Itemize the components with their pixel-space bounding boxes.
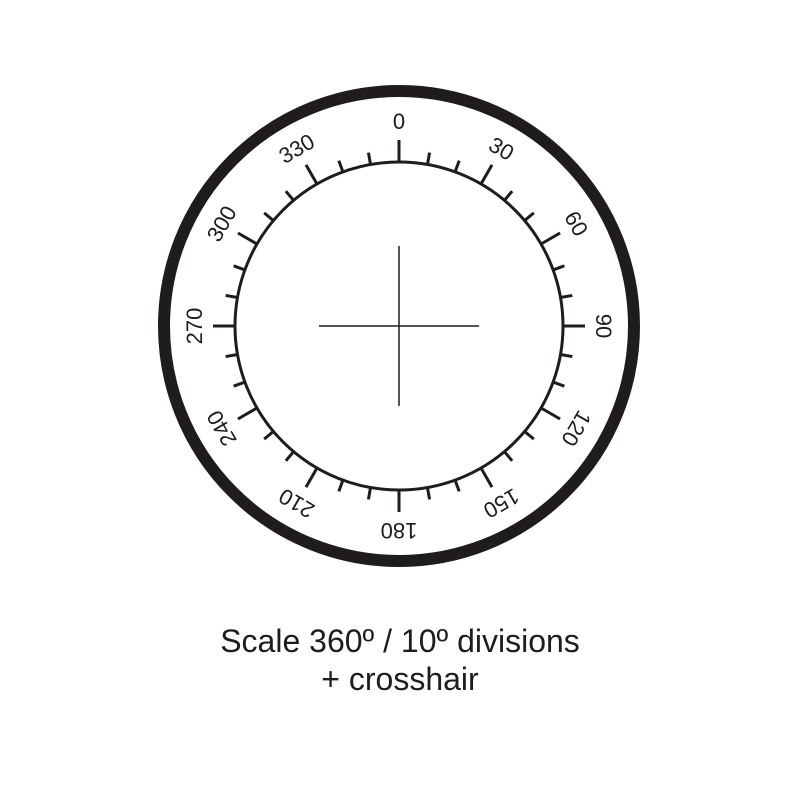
minor-tick [286, 191, 294, 200]
figure-container: 0 30 60 90 120 150 180 210 240 270 300 330 Scale 36… [0, 0, 800, 800]
minor-tick [226, 295, 238, 297]
degree-label: 60 [559, 207, 593, 241]
minor-tick [455, 161, 459, 172]
degree-label: 0 [393, 109, 405, 134]
degree-label: 120 [556, 406, 596, 450]
major-tick [481, 468, 492, 487]
minor-tick [553, 266, 564, 270]
minor-tick [455, 480, 459, 491]
minor-tick [339, 161, 343, 172]
degree-label: 150 [479, 483, 523, 523]
minor-tick [553, 382, 564, 386]
minor-tick [504, 452, 512, 461]
minor-tick [234, 266, 245, 270]
degree-label: 330 [275, 129, 319, 169]
major-tick [541, 408, 560, 419]
minor-tick [561, 354, 573, 356]
major-tick [238, 408, 257, 419]
degree-label: 180 [381, 518, 418, 543]
minor-tick [286, 452, 294, 461]
degree-label: 210 [275, 483, 319, 523]
major-tick [306, 468, 317, 487]
minor-tick [427, 153, 429, 165]
minor-tick [525, 431, 534, 439]
minor-tick [561, 295, 573, 297]
minor-tick [226, 354, 238, 356]
minor-tick [264, 431, 273, 439]
minor-tick [504, 191, 512, 200]
degree-label: 300 [202, 202, 242, 246]
caption: Scale 360º / 10º divisions + crosshair [0, 622, 800, 699]
minor-tick [427, 488, 429, 500]
caption-line-2: + crosshair [321, 661, 478, 697]
degree-label: 240 [202, 406, 242, 450]
minor-tick [368, 488, 370, 500]
major-tick [238, 233, 257, 244]
degree-label: 30 [484, 132, 518, 166]
minor-tick [525, 213, 534, 221]
caption-line-1: Scale 360º / 10º divisions [220, 623, 580, 659]
minor-tick [234, 382, 245, 386]
minor-tick [368, 153, 370, 165]
degree-label: 270 [182, 308, 207, 345]
minor-tick [339, 480, 343, 491]
major-tick [481, 165, 492, 184]
major-tick [306, 165, 317, 184]
degree-label: 90 [591, 314, 616, 338]
minor-tick [264, 213, 273, 221]
major-tick [541, 233, 560, 244]
